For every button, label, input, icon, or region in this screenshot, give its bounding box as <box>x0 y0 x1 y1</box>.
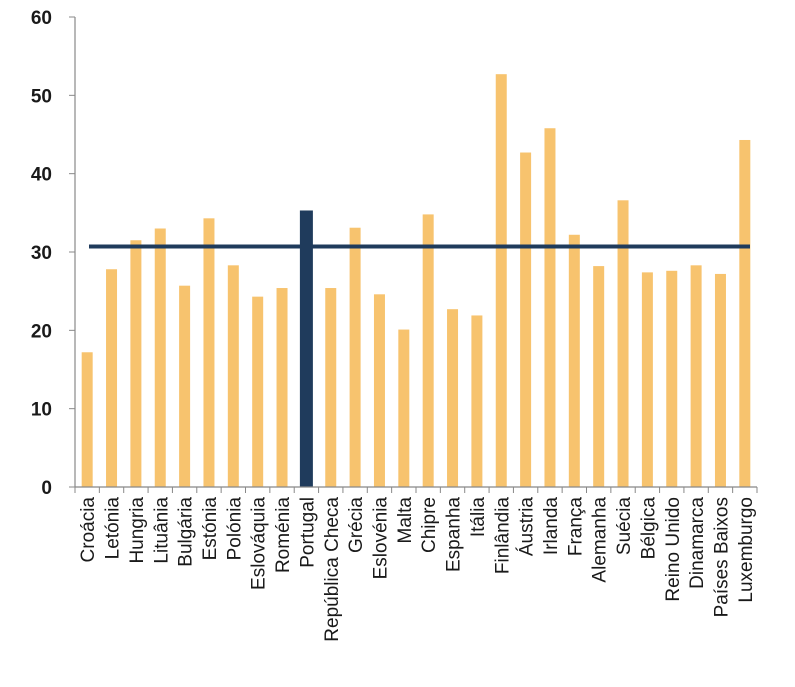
bar <box>422 214 434 487</box>
y-tick-label: 50 <box>31 86 52 107</box>
bar <box>252 296 264 487</box>
x-category-label: Chipre <box>419 497 440 553</box>
x-category-label: Países Baixos <box>711 497 732 617</box>
y-tick-label: 10 <box>31 400 52 421</box>
x-category-label: Estónia <box>200 497 221 561</box>
bar <box>81 352 93 487</box>
bar <box>520 152 532 487</box>
bar <box>544 128 556 487</box>
bar <box>179 285 191 487</box>
bar <box>106 269 118 487</box>
x-category-label: Hungria <box>127 497 148 564</box>
x-category-label: França <box>565 497 586 557</box>
x-category-label: Grécia <box>346 497 367 553</box>
bar <box>447 309 459 487</box>
y-tick-label: 30 <box>31 243 52 264</box>
bar <box>325 288 337 487</box>
bar <box>593 266 605 487</box>
y-axis-ticks: 0 10 20 30 40 50 60 <box>31 8 75 499</box>
bar <box>373 294 385 487</box>
bar <box>666 270 678 487</box>
x-category-label: Reino Unido <box>663 497 684 602</box>
bar <box>276 288 288 487</box>
x-category-label: Roménia <box>273 497 294 573</box>
x-category-label: Polónia <box>224 497 245 561</box>
bar <box>690 265 702 487</box>
bar <box>349 227 361 487</box>
bar <box>568 234 580 487</box>
bar-highlight <box>299 210 313 487</box>
axes <box>74 17 758 493</box>
x-category-label: Malta <box>395 497 416 544</box>
bar <box>714 273 726 487</box>
x-category-label: Luxemburgo <box>736 497 757 603</box>
x-category-label: Suécia <box>614 497 635 556</box>
x-axis-labels: Croácia Letónia Hungria Lituânia Bulgária Est… <box>78 497 757 642</box>
bar <box>154 228 166 487</box>
bar <box>203 218 215 488</box>
x-category-label: Letónia <box>103 497 124 560</box>
x-category-label: Irlanda <box>541 497 562 556</box>
bar <box>641 272 653 487</box>
x-category-label: Finlândia <box>492 497 513 575</box>
x-category-label: Itália <box>468 497 489 538</box>
x-category-label: Áustria <box>517 497 538 557</box>
x-category-label: Portugal <box>297 497 318 568</box>
bars <box>81 74 751 488</box>
bar <box>130 240 142 487</box>
x-category-label: Espanha <box>444 497 465 572</box>
bar <box>398 329 410 487</box>
y-tick-label: 0 <box>41 478 52 499</box>
x-category-label: Lituânia <box>151 497 172 564</box>
x-category-label: Eslovénia <box>370 497 391 580</box>
bar <box>471 315 483 487</box>
x-category-label: Eslováquia <box>249 497 270 590</box>
y-tick-label: 40 <box>31 165 52 186</box>
bar <box>495 74 507 487</box>
bar <box>617 200 629 488</box>
x-category-label: República Checa <box>322 497 343 642</box>
x-category-label: Bélgica <box>638 497 659 560</box>
x-category-label: Dinamarca <box>687 497 708 589</box>
x-category-label: Croácia <box>78 497 99 563</box>
y-tick-label: 20 <box>31 321 52 342</box>
x-category-label: Alemanha <box>590 497 611 583</box>
bar <box>227 265 239 487</box>
x-category-label: Bulgária <box>176 497 197 567</box>
y-tick-label: 60 <box>31 8 52 29</box>
bar <box>739 139 751 487</box>
